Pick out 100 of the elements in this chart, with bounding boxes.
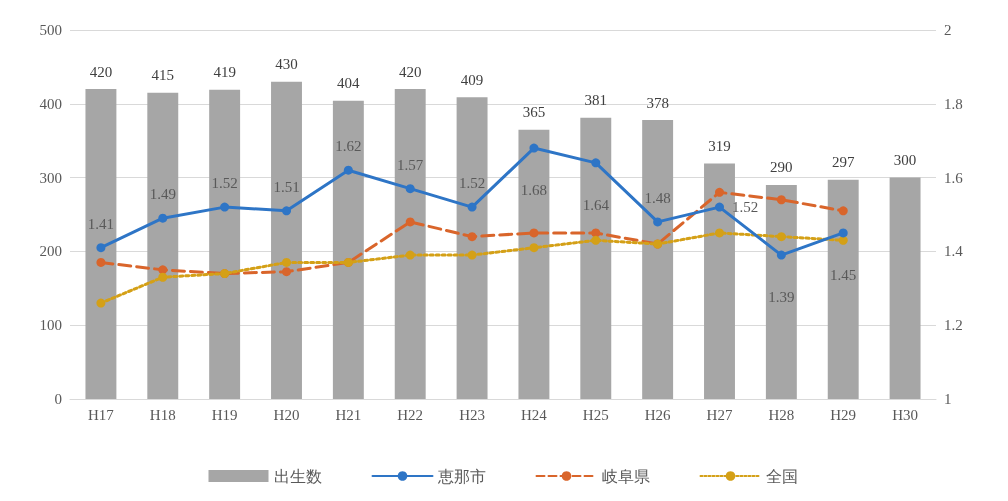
point — [776, 250, 786, 260]
y-tick-label: 200 — [39, 243, 62, 260]
point — [529, 243, 539, 253]
data-label: 1.57 — [397, 156, 424, 173]
data-label: 415 — [151, 67, 175, 84]
bar — [456, 97, 488, 399]
x-tick-label: H17 — [88, 406, 115, 423]
point — [715, 187, 724, 197]
point — [838, 235, 848, 245]
point — [282, 206, 291, 216]
x-tick-label: H28 — [768, 406, 795, 423]
data-label: 1.39 — [768, 289, 795, 306]
point — [158, 213, 168, 223]
data-label: 404 — [337, 75, 361, 92]
point — [591, 235, 601, 245]
x-tick-label: H22 — [397, 406, 424, 423]
data-label: 300 — [893, 152, 917, 169]
x-tick-label: H29 — [830, 406, 857, 423]
x-tick-label: H24 — [521, 406, 548, 423]
data-label: 319 — [708, 138, 731, 155]
point — [96, 298, 106, 308]
bar — [642, 120, 674, 399]
point — [467, 250, 477, 260]
data-label: 1.45 — [830, 266, 857, 283]
bar — [518, 129, 550, 399]
data-label: 1.52 — [458, 175, 486, 192]
data-label: 1.68 — [520, 182, 548, 199]
point — [591, 158, 601, 168]
point — [282, 267, 291, 277]
data-label: 378 — [646, 94, 669, 111]
x-tick-label: H25 — [582, 406, 609, 423]
y2-tick-label: 1 — [944, 391, 952, 407]
y2-tick-label: 1.2 — [944, 317, 963, 334]
y-tick-label: 300 — [39, 169, 62, 186]
x-tick-label: H18 — [149, 406, 176, 423]
data-label: 430 — [275, 56, 298, 73]
point — [467, 232, 477, 242]
data-label: 1.52 — [732, 199, 759, 216]
point — [529, 228, 539, 238]
legend-label: 恵那市 — [436, 467, 486, 485]
data-label: 1.64 — [582, 196, 610, 213]
bar — [704, 163, 735, 399]
x-tick-label: H26 — [644, 406, 672, 423]
point — [343, 165, 353, 175]
point — [405, 184, 415, 194]
y-tick-label: 500 — [39, 22, 62, 38]
bar — [765, 184, 797, 399]
point — [405, 217, 415, 227]
point — [96, 243, 106, 253]
data-label: 381 — [584, 92, 608, 109]
data-label: 420 — [398, 63, 422, 80]
data-label: 409 — [460, 71, 484, 88]
point — [220, 202, 230, 212]
point — [158, 272, 168, 282]
x-tick-label: H23 — [459, 406, 485, 423]
bar — [147, 92, 179, 399]
point — [776, 195, 786, 205]
bar — [827, 179, 859, 399]
x-tick-label: H30 — [892, 406, 918, 423]
point — [529, 143, 539, 153]
data-label: 1.48 — [644, 189, 671, 206]
bar — [271, 81, 302, 399]
point — [715, 228, 724, 238]
data-label: 365 — [522, 104, 546, 121]
x-tick-label: H27 — [706, 406, 733, 423]
y-tick-label: 400 — [39, 95, 62, 112]
bar — [332, 100, 364, 399]
point — [715, 202, 724, 212]
legend-label: 岐阜県 — [601, 467, 650, 485]
bar — [580, 117, 612, 399]
y-tick-label: 100 — [39, 317, 62, 334]
x-tick-label: H21 — [335, 406, 362, 423]
point — [467, 202, 477, 212]
bar — [85, 89, 117, 399]
legend-label: 全国 — [765, 467, 798, 485]
data-label: 419 — [213, 64, 236, 81]
bar — [394, 89, 426, 399]
point — [838, 206, 848, 216]
y2-tick-label: 1.4 — [944, 243, 964, 260]
point — [282, 257, 291, 267]
point — [405, 250, 415, 260]
y2-tick-label: 1.6 — [944, 169, 964, 186]
point — [776, 232, 786, 242]
bar — [889, 177, 921, 399]
legend-label: 出生数 — [273, 467, 322, 485]
point — [158, 265, 168, 275]
bar — [209, 89, 241, 399]
x-tick-label: H20 — [273, 406, 300, 423]
data-label: 1.41 — [87, 215, 115, 232]
data-label: 1.51 — [273, 178, 300, 195]
data-label: 1.52 — [211, 175, 238, 192]
data-label: 420 — [89, 63, 113, 80]
y2-tick-label: 2 — [944, 22, 952, 38]
data-label: 297 — [831, 154, 855, 171]
y2-tick-label: 1.8 — [944, 95, 963, 112]
point — [96, 257, 106, 267]
data-label: 290 — [770, 159, 793, 176]
y-tick-label: 0 — [54, 391, 62, 407]
point — [838, 228, 848, 238]
point — [653, 217, 663, 227]
